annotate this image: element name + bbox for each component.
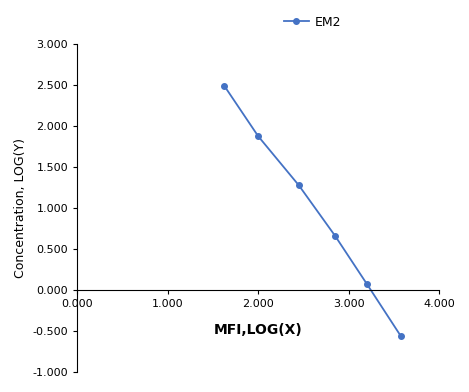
EM2 bbox=[333, 234, 338, 238]
EM2 bbox=[221, 83, 227, 88]
Line: EM2: EM2 bbox=[221, 83, 403, 339]
Y-axis label: Concentration, LOG(Y): Concentration, LOG(Y) bbox=[14, 138, 27, 278]
Legend: EM2: EM2 bbox=[279, 11, 347, 34]
EM2 bbox=[296, 183, 302, 188]
EM2 bbox=[364, 281, 370, 286]
EM2 bbox=[398, 334, 403, 338]
EM2 bbox=[255, 134, 261, 138]
X-axis label: MFI,LOG(X): MFI,LOG(X) bbox=[214, 323, 303, 337]
